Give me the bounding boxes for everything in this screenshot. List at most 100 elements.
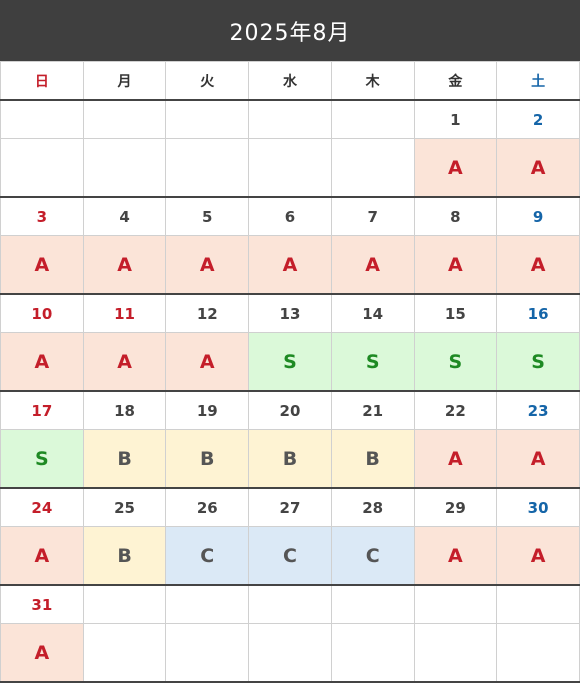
calendar-grid: 日 月 火 水 木 金 土 1 2 A A 3 4 5 6 7 8 9 A A A A A A A 10 11 12 13… [0,61,580,683]
weekday-sat: 土 [496,61,580,101]
availability-mark: S [330,332,415,392]
availability-mark: A [413,526,498,586]
empty-status-cell [330,138,415,198]
day-number: 30 [496,487,580,527]
availability-mark: A [82,235,167,295]
empty-day-cell [330,584,415,624]
weekday-mon: 月 [82,61,167,101]
availability-mark: B [82,526,167,586]
availability-mark: S [0,429,84,489]
availability-mark: A [330,235,415,295]
day-number: 15 [413,293,498,333]
empty-day-cell [0,99,84,139]
day-number: 12 [165,293,250,333]
day-number: 23 [496,390,580,430]
week-status-row: A [0,623,580,683]
availability-mark: A [496,429,580,489]
availability-mark: A [496,138,580,198]
week-date-row: 17 18 19 20 21 22 23 [0,390,580,430]
availability-mark: C [248,526,332,586]
empty-day-cell [413,584,498,624]
day-number: 14 [330,293,415,333]
weekday-sun: 日 [0,61,84,101]
availability-mark: A [165,235,250,295]
empty-status-cell [82,138,167,198]
availability-mark: A [413,235,498,295]
day-number: 24 [0,487,84,527]
availability-mark: A [0,235,84,295]
empty-day-cell [82,99,167,139]
empty-day-cell [165,99,250,139]
calendar-title: 2025年8月 [0,0,580,61]
empty-day-cell [330,99,415,139]
day-number: 6 [248,196,332,236]
day-number: 7 [330,196,415,236]
day-number: 20 [248,390,332,430]
day-number: 21 [330,390,415,430]
day-number: 2 [496,99,580,139]
day-number: 3 [0,196,84,236]
availability-mark: A [0,332,84,392]
availability-mark: A [165,332,250,392]
empty-status-cell [165,138,250,198]
day-number: 17 [0,390,84,430]
day-number: 27 [248,487,332,527]
day-number: 11 [82,293,167,333]
empty-day-cell [248,584,332,624]
empty-status-cell [330,623,415,683]
day-number: 8 [413,196,498,236]
empty-day-cell [248,99,332,139]
day-number: 10 [0,293,84,333]
day-number: 16 [496,293,580,333]
weekday-fri: 金 [413,61,498,101]
availability-mark: B [82,429,167,489]
week-date-row: 10 11 12 13 14 15 16 [0,293,580,333]
empty-day-cell [82,584,167,624]
empty-status-cell [248,138,332,198]
day-number: 31 [0,584,84,624]
availability-mark: C [330,526,415,586]
availability-mark: A [0,526,84,586]
empty-status-cell [413,623,498,683]
day-number: 25 [82,487,167,527]
day-number: 28 [330,487,415,527]
availability-mark: A [496,235,580,295]
empty-status-cell [165,623,250,683]
availability-mark: A [413,138,498,198]
availability-mark: A [0,623,84,683]
day-number: 18 [82,390,167,430]
day-number: 9 [496,196,580,236]
week-date-row: 24 25 26 27 28 29 30 [0,487,580,527]
weekday-tue: 火 [165,61,250,101]
day-number: 22 [413,390,498,430]
day-number: 29 [413,487,498,527]
availability-mark: B [330,429,415,489]
empty-day-cell [496,584,580,624]
availability-mark: A [413,429,498,489]
availability-mark: S [496,332,580,392]
day-number: 26 [165,487,250,527]
weekday-thu: 木 [330,61,415,101]
empty-status-cell [496,623,580,683]
empty-status-cell [0,138,84,198]
day-number: 4 [82,196,167,236]
availability-mark: B [165,429,250,489]
availability-mark: S [248,332,332,392]
availability-mark: C [165,526,250,586]
empty-status-cell [82,623,167,683]
day-number: 5 [165,196,250,236]
empty-status-cell [248,623,332,683]
day-number: 1 [413,99,498,139]
weekday-wed: 水 [248,61,332,101]
availability-mark: A [496,526,580,586]
empty-day-cell [165,584,250,624]
day-number: 13 [248,293,332,333]
day-number: 19 [165,390,250,430]
availability-mark: B [248,429,332,489]
